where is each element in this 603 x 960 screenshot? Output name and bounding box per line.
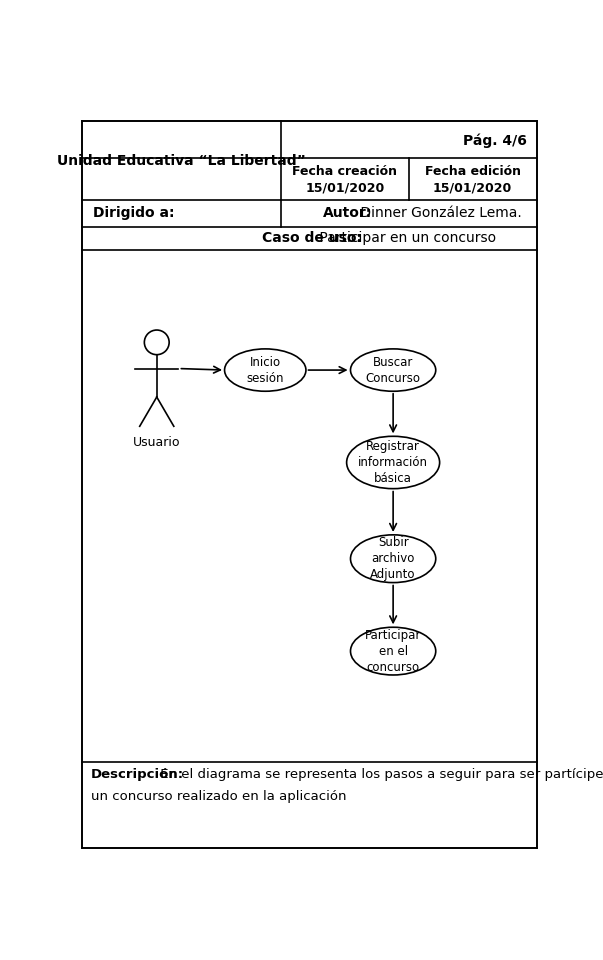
Text: Participar
en el
concurso: Participar en el concurso [365, 629, 421, 674]
Text: Buscar
Concurso: Buscar Concurso [365, 355, 421, 385]
Text: Inicio
sesión: Inicio sesión [247, 355, 284, 385]
Ellipse shape [350, 348, 436, 392]
Text: Dinner González Lema.: Dinner González Lema. [356, 206, 522, 221]
Ellipse shape [347, 436, 440, 489]
Text: Caso de uso:: Caso de uso: [262, 231, 362, 246]
Text: Unidad Educativa “La Libertad”: Unidad Educativa “La Libertad” [57, 154, 306, 168]
Ellipse shape [350, 535, 436, 583]
Text: Fecha edición: Fecha edición [425, 165, 520, 178]
Text: 15/01/2020: 15/01/2020 [305, 181, 384, 195]
Ellipse shape [224, 348, 306, 392]
Text: Pág. 4/6: Pág. 4/6 [463, 133, 527, 148]
Text: Participar en un concurso: Participar en un concurso [315, 231, 496, 246]
Text: En el diagrama se representa los pasos a seguir para ser partícipe de: En el diagrama se representa los pasos a… [156, 768, 603, 781]
Text: Dirigido a:: Dirigido a: [93, 206, 175, 221]
Text: Autor:: Autor: [323, 206, 373, 221]
Text: Subir
archivo
Adjunto: Subir archivo Adjunto [370, 537, 416, 581]
Text: Usuario: Usuario [133, 436, 180, 448]
Ellipse shape [350, 627, 436, 675]
Text: 15/01/2020: 15/01/2020 [433, 181, 512, 195]
Text: Registrar
información
básica: Registrar información básica [358, 440, 428, 485]
Text: un concurso realizado en la aplicación: un concurso realizado en la aplicación [91, 790, 346, 803]
Text: Descripción:: Descripción: [91, 768, 184, 781]
Text: Fecha creación: Fecha creación [292, 165, 397, 178]
